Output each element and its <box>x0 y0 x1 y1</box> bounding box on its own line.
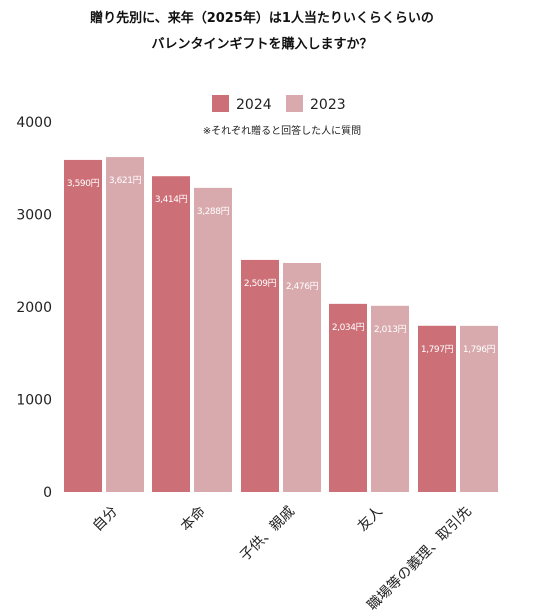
bar-2023 <box>371 305 409 492</box>
bar-2024 <box>329 303 367 492</box>
bar-2023 <box>283 262 321 492</box>
legend: 2024 2023 <box>212 95 346 113</box>
bar-2024 <box>418 325 456 492</box>
bar-value-label: 3,621円 <box>109 175 142 186</box>
bar-2024 <box>152 176 190 492</box>
bar-value-label: 2,509円 <box>244 278 277 289</box>
legend-label-2023: 2023 <box>310 97 346 113</box>
bar-value-label: 2,013円 <box>374 324 407 335</box>
y-tick-label: 0 <box>43 485 52 501</box>
bars: 3,590円 3,621円 3,414円 3,288円 2,509円 2,476円 2,03… <box>64 157 498 493</box>
bar-value-label: 2,476円 <box>286 281 319 292</box>
y-tick-label: 3000 <box>16 208 52 224</box>
x-tick-label: 子供、親戚 <box>237 504 298 565</box>
bar-value-label: 1,796円 <box>463 344 496 355</box>
bar-2024 <box>64 159 102 493</box>
y-tick-label: 2000 <box>16 300 52 316</box>
bar-2023 <box>194 187 232 493</box>
y-tick-label: 1000 <box>16 393 52 409</box>
bar-2023 <box>460 325 498 492</box>
bar-2024 <box>241 259 279 492</box>
bar-value-label: 3,414円 <box>155 194 188 205</box>
chart-title-line2: バレンタインギフトを購入しますか？ <box>151 36 372 52</box>
legend-swatch-2023 <box>286 95 303 112</box>
x-tick-label: 自分 <box>90 504 121 535</box>
bar-value-label: 3,590円 <box>67 178 100 189</box>
legend-swatch-2024 <box>212 95 229 112</box>
y-axis: 0 1000 2000 3000 4000 <box>16 115 52 501</box>
chart-title-line1: 贈り先別に、来年（2025年）は1人当たりいくらくらいの <box>90 10 434 26</box>
bar-value-label: 1,797円 <box>421 344 454 355</box>
bar-2023 <box>106 157 144 492</box>
y-tick-label: 4000 <box>16 115 52 131</box>
bar-value-label: 2,034円 <box>332 322 365 333</box>
legend-label-2024: 2024 <box>236 97 272 113</box>
chart-note: ※それぞれ贈ると回答した人に質問 <box>203 124 361 137</box>
bar-value-label: 3,288円 <box>197 206 230 217</box>
x-tick-label: 友人 <box>355 504 386 535</box>
x-tick-label: 本命 <box>177 503 209 535</box>
